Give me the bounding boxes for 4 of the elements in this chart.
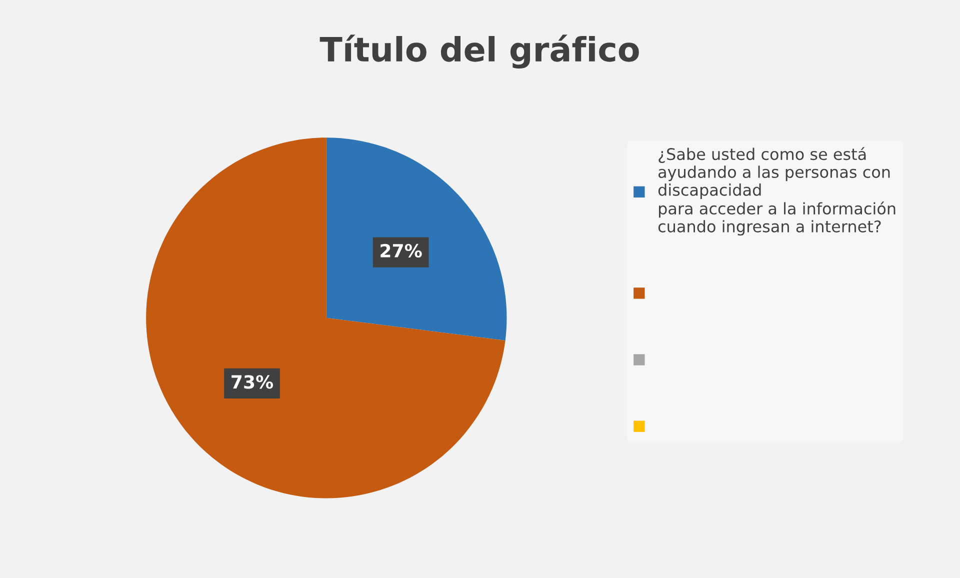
legend-label: ¿Sabe usted como se está ayudando a las personas con discapacidad para acceder a la información cuando ingresan a internet? [658, 147, 896, 236]
data-label: 73% [232, 375, 274, 389]
data-label: 27% [380, 244, 422, 258]
chart-title: Título del gráfico [320, 34, 639, 69]
